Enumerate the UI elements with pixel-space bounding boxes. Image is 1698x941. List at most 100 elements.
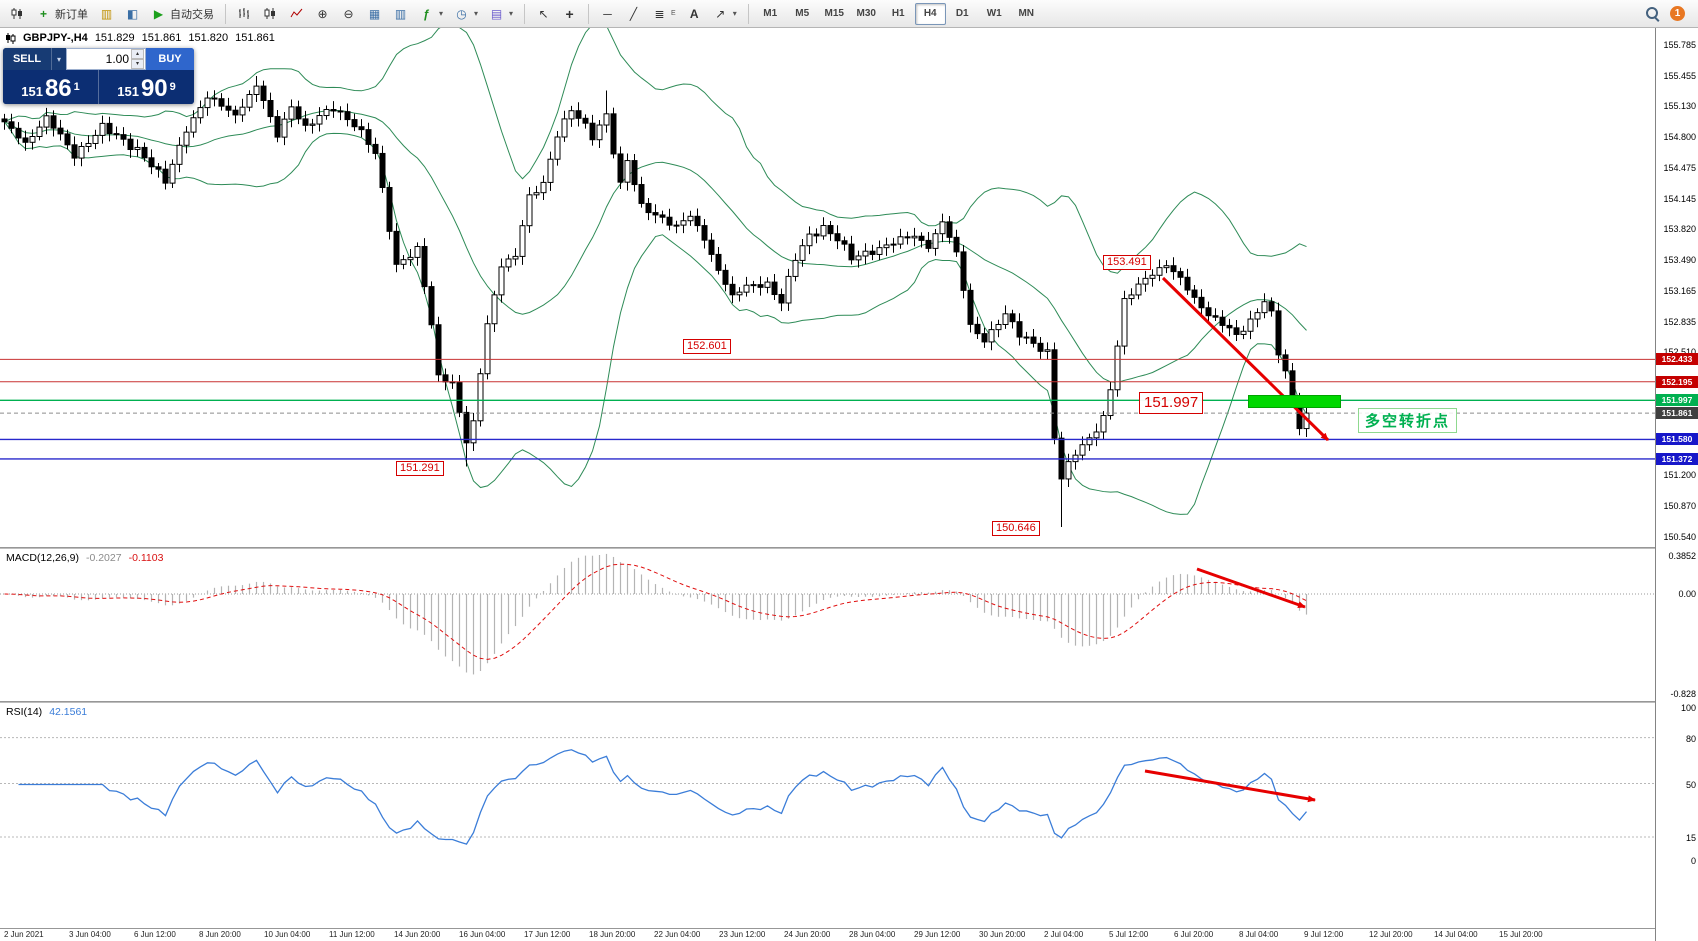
timeframe-mn-button[interactable]: MN <box>1018 8 1035 19</box>
timeframe-m30-button[interactable]: M30 <box>856 8 876 19</box>
indicator-scale-label: 0 <box>1690 856 1696 866</box>
price-tag: 151.372 <box>1656 452 1698 465</box>
timeframe-d1-button[interactable]: D1 <box>955 8 969 19</box>
ask-main: 151 <box>117 84 139 100</box>
time-tick-label: 9 Jul 12:00 <box>1304 930 1344 939</box>
price-level-callout[interactable]: 152.601 <box>683 339 731 354</box>
time-tick-label: 23 Jun 12:00 <box>719 930 766 939</box>
one-click-trading-panel: SELL ▾ ▴ ▾ BUY 151 86 1 151 <box>3 48 194 104</box>
cascade-windows-icon: ▥ <box>394 6 407 21</box>
price-level-callout[interactable]: 151.291 <box>396 461 444 476</box>
search-icon[interactable] <box>1645 6 1660 21</box>
ohlc-high: 151.861 <box>141 32 182 44</box>
crosshair-tool-button[interactable]: + <box>557 2 582 26</box>
new-order-button[interactable]: + 新订单 <box>31 2 93 26</box>
price-tick-label: 154.475 <box>1663 162 1696 173</box>
market-watch-button[interactable]: ▥ <box>94 2 119 26</box>
macd-label: MACD(12,26,9) -0.2027 -0.1103 <box>6 552 164 564</box>
timeframe-h1-button[interactable]: H1 <box>891 8 905 19</box>
timeframe-m15-button[interactable]: M15 <box>824 8 844 19</box>
macd-indicator-canvas[interactable]: MACD(12,26,9) -0.2027 -0.1103 <box>0 549 1655 701</box>
horizontal-line-tool-button[interactable]: ─ <box>595 2 620 26</box>
navigator-button[interactable]: ◧ <box>120 2 145 26</box>
volume-decrease-button[interactable]: ▾ <box>131 59 144 69</box>
bid-price[interactable]: 151 86 1 <box>3 70 99 104</box>
bar-chart-mode-button[interactable] <box>232 2 257 26</box>
cursor-icon: ↖ <box>538 6 549 21</box>
panel-resize-separator[interactable] <box>0 547 1698 549</box>
price-tag: 152.433 <box>1656 353 1698 366</box>
periods-button[interactable]: ◷ ▾ <box>449 2 483 26</box>
panel-resize-separator[interactable] <box>0 701 1698 703</box>
highlight-rectangle[interactable] <box>1248 395 1341 408</box>
candlestick-mode-button[interactable] <box>258 2 283 26</box>
bar-chart-mode-icon <box>237 6 252 21</box>
indicators-button[interactable]: ƒ ▾ <box>414 2 448 26</box>
fibonacci-icon: ≣ <box>654 6 665 21</box>
new-order-label: 新订单 <box>55 8 88 21</box>
market-watch-icon: ▥ <box>100 6 113 21</box>
indicator-scale-label: 50 <box>1685 780 1696 790</box>
volume-increase-button[interactable]: ▴ <box>131 49 144 59</box>
macd-main-value: -0.2027 <box>85 552 122 564</box>
time-tick-label: 2 Jul 04:00 <box>1044 930 1084 939</box>
tile-windows-button[interactable]: ▦ <box>362 2 387 26</box>
price-axis[interactable]: 155.785 155.455 155.130 154.800 154.475 154.1… <box>1655 28 1698 941</box>
ohlc-open: 151.829 <box>94 32 135 44</box>
price-level-callout[interactable]: 153.491 <box>1103 255 1151 270</box>
timeframe-h4-button[interactable]: H4 <box>914 2 946 25</box>
trendline-tool-button[interactable]: ╱ <box>621 2 646 26</box>
macd-signal-value: -0.1103 <box>128 552 164 564</box>
chevron-down-icon: ▾ <box>509 9 514 18</box>
indicators-icon: ƒ <box>423 6 430 21</box>
notification-badge[interactable]: 1 <box>1670 6 1685 21</box>
zoom-in-button[interactable]: ⊕ <box>310 2 335 26</box>
price-tick-label: 155.785 <box>1663 40 1696 50</box>
ask-point: 9 <box>169 81 176 93</box>
price-chart-canvas[interactable]: GBPJPY-,H4 151.829 151.861 151.820 151.8… <box>0 28 1655 547</box>
timeframe-m5-button[interactable]: M5 <box>795 8 810 19</box>
chevron-down-icon: ▾ <box>439 9 444 18</box>
timeframe-w1-button[interactable]: W1 <box>986 8 1002 19</box>
chevron-down-icon: ▾ <box>474 9 479 18</box>
chevron-down-icon: ▾ <box>56 54 61 64</box>
toolbar-separator <box>225 3 226 24</box>
price-tick-label: 154.145 <box>1663 193 1696 204</box>
template-icon: ▤ <box>490 6 503 21</box>
cascade-windows-button[interactable]: ▥ <box>388 2 413 26</box>
buy-button[interactable]: BUY <box>146 48 194 70</box>
zoom-out-button[interactable]: ⊖ <box>336 2 361 26</box>
sell-button[interactable]: SELL <box>3 48 51 70</box>
turning-point-label[interactable]: 多空转折点 <box>1358 408 1458 433</box>
timeframe-m1-button[interactable]: M1 <box>763 8 778 19</box>
ask-price[interactable]: 151 90 9 <box>99 70 194 104</box>
symbol-title: GBPJPY-,H4 <box>23 32 88 44</box>
rsi-indicator-canvas[interactable]: RSI(14) 42.1561 <box>0 703 1655 928</box>
rsi-value: 42.1561 <box>49 706 88 718</box>
time-tick-label: 14 Jun 20:00 <box>394 930 441 939</box>
new-chart-button[interactable] <box>5 2 30 26</box>
templates-button[interactable]: ▤ ▾ <box>484 2 518 26</box>
crosshair-icon: + <box>565 5 574 22</box>
new-chart-icon <box>10 6 25 21</box>
time-tick-label: 3 Jun 04:00 <box>69 930 111 939</box>
time-axis[interactable]: 2 Jun 2021 3 Jun 04:00 6 Jun 12:00 8 Jun 20… <box>0 928 1655 941</box>
volume-preset-dropdown[interactable]: ▾ <box>51 48 66 70</box>
price-level-callout[interactable]: 150.646 <box>992 521 1040 536</box>
trendline-icon: ╱ <box>629 6 638 21</box>
horizontal-line-icon: ─ <box>603 6 612 21</box>
time-tick-label: 6 Jun 12:00 <box>134 930 176 939</box>
autotrading-button[interactable]: ▶ 自动交易 <box>146 2 219 26</box>
fibonacci-tool-button[interactable]: ≣ E <box>647 2 681 26</box>
price-tick-label: 155.130 <box>1663 101 1696 112</box>
rsi-label: RSI(14) 42.1561 <box>6 706 88 718</box>
volume-input[interactable] <box>67 49 145 69</box>
cursor-tool-button[interactable]: ↖ <box>531 2 556 26</box>
line-chart-mode-button[interactable] <box>284 2 309 26</box>
time-tick-label: 2 Jun 2021 <box>4 930 44 939</box>
time-tick-label: 8 Jun 20:00 <box>199 930 241 939</box>
arrows-tool-button[interactable]: ↗ ▾ <box>708 2 742 26</box>
text-tool-button[interactable]: A <box>682 2 707 26</box>
price-level-callout[interactable]: 151.997 <box>1139 392 1204 414</box>
